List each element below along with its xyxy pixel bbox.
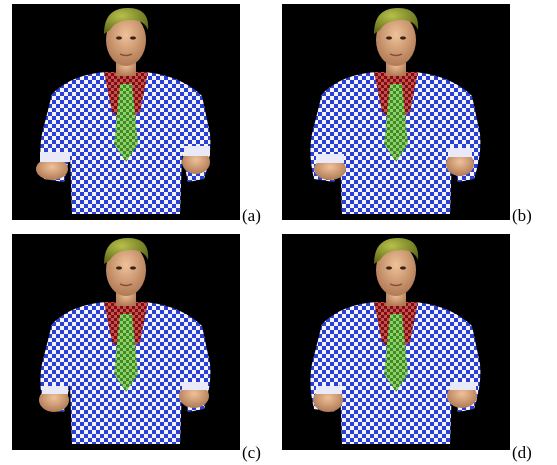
eye-right [400, 36, 406, 40]
head [106, 14, 146, 66]
mouth [389, 283, 403, 287]
panel-label-c: (c) [242, 443, 261, 462]
head [376, 14, 416, 66]
hair [374, 238, 419, 264]
figure-panel-b [282, 4, 510, 220]
cuff-left [42, 386, 68, 394]
head [106, 244, 146, 296]
eye-left [386, 36, 392, 40]
panel-label-b: (b) [512, 206, 532, 225]
hair [104, 238, 149, 264]
avatar-render-d [310, 238, 481, 444]
tie [114, 314, 138, 392]
eye-right [130, 36, 136, 40]
panel-label-a: (a) [242, 206, 261, 225]
cuff-right [448, 148, 472, 157]
hand-right [446, 152, 474, 176]
mouth [389, 53, 403, 57]
panel-label-d: (d) [512, 443, 532, 462]
cuff-right [182, 382, 208, 390]
tie [384, 314, 408, 392]
cuff-left [316, 154, 344, 163]
hair [104, 8, 149, 34]
cuff-left [40, 152, 70, 162]
figure-panel-a [12, 4, 240, 220]
eye-right [400, 266, 406, 270]
hair [374, 8, 419, 34]
tie [384, 84, 408, 162]
hand-left [36, 158, 68, 180]
figure-panel-d [282, 234, 510, 450]
mouth [119, 283, 133, 287]
avatar-render-b [310, 8, 481, 214]
cuff-left [316, 386, 342, 394]
eye-left [116, 36, 122, 40]
figure-panel-c [12, 234, 240, 450]
head [376, 244, 416, 296]
avatar-render-a [36, 8, 211, 214]
tie [114, 84, 138, 162]
mouth [119, 53, 133, 57]
cuff-right [450, 382, 476, 390]
eye-left [116, 266, 122, 270]
cuff-right [184, 146, 210, 156]
eye-right [130, 266, 136, 270]
eye-left [386, 266, 392, 270]
avatar-render-c [39, 238, 211, 444]
hand-left [314, 158, 346, 180]
